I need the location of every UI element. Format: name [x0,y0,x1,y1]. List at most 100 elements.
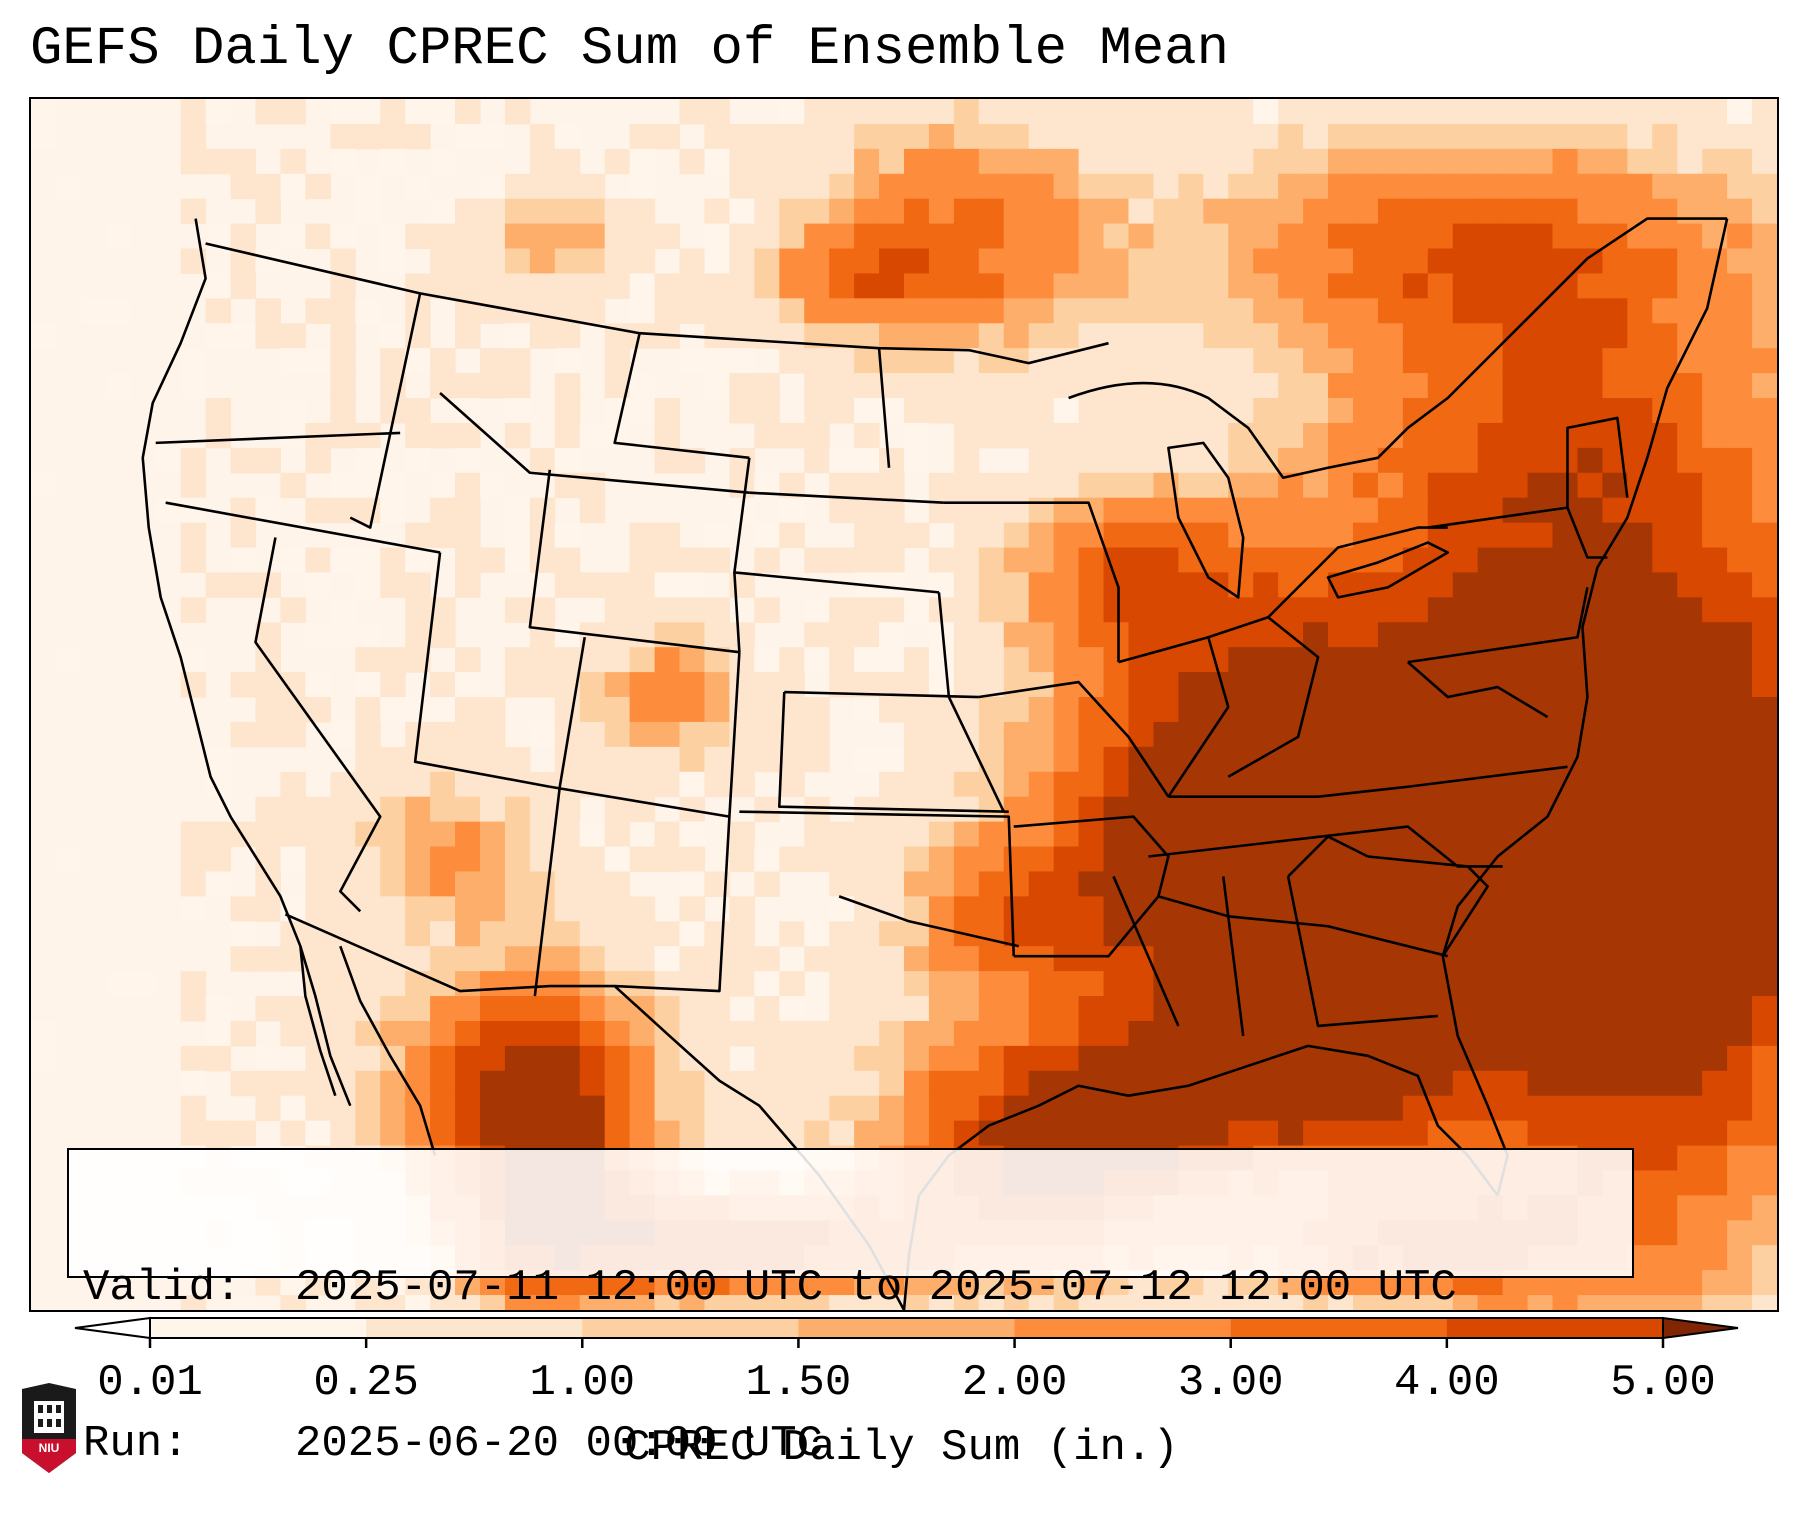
precip-cell [629,1045,656,1072]
precip-cell [554,1095,581,1122]
precip-cell [1552,921,1579,947]
precip-cell [1203,99,1229,125]
precip-cell [1028,1020,1055,1047]
precip-cell [180,821,207,848]
precip-cell [504,198,531,225]
precip-cell [1627,373,1653,399]
precip-cell [1128,323,1155,349]
precip-cell [978,821,1005,848]
precip-cell [479,223,506,250]
precip-cell [1752,148,1777,175]
precip-cell [1328,921,1354,947]
precip-cell [928,721,955,748]
precip-cell [280,173,306,200]
valid-value: 2025-07-11 12:00 UTC to 2025-07-12 12:00… [295,1263,1457,1313]
precip-cell [1727,721,1753,748]
precip-cell [1253,298,1279,324]
precip-cell [1178,721,1204,748]
precip-cell [1477,921,1504,947]
precip-cell [1028,173,1055,200]
precip-cell [879,123,905,150]
precip-cell [1752,1145,1777,1172]
precip-cell [1702,946,1728,972]
precip-cell [1377,721,1404,748]
precip-cell [1502,721,1529,748]
precip-cell [1028,472,1055,499]
precip-cell [904,422,930,449]
precip-cell [1053,896,1080,922]
precip-cell [704,223,730,250]
precip-cell [180,522,207,549]
precip-cell [1228,846,1254,873]
precip-cell [1402,622,1429,648]
precip-cell [1028,996,1055,1022]
precip-cell [455,946,481,972]
state-line [1286,876,1438,1028]
precip-cell [1153,622,1179,648]
precip-cell [1752,647,1777,673]
precip-cell [504,1045,531,1072]
precip-cell [928,572,955,598]
precip-cell [904,173,930,200]
precip-cell [1103,746,1130,773]
precip-cell [1278,846,1304,873]
precip-cell [978,148,1005,175]
precip-cell [1377,99,1404,125]
precip-cell [430,1120,456,1147]
precip-cell [1727,921,1753,947]
precip-cell [1427,298,1454,324]
precip-cell [529,871,556,897]
precip-cell [1727,547,1753,574]
precip-cell [1452,248,1479,275]
precip-cell [654,1070,681,1097]
precip-cell [904,99,930,125]
precip-cell [430,672,456,698]
precip-cell [804,746,830,773]
precip-cell [754,697,780,723]
precip-cell [355,746,381,773]
precip-cell [879,472,905,499]
precip-cell [729,1070,755,1097]
precip-cell [729,821,755,848]
precip-cell [405,871,431,897]
precip-cell [180,198,207,225]
precip-cell [729,447,755,474]
precip-cell [1103,896,1130,922]
precip-cell [1178,647,1204,673]
precip-cell [1078,921,1105,947]
precip-cell [554,846,581,873]
precip-cell [330,622,356,648]
state-line [1287,835,1369,878]
precip-cell [604,1045,631,1072]
precip-cell [928,248,955,275]
precip-cell [1328,99,1354,125]
precip-cell [1627,721,1653,748]
precip-cell [1402,148,1429,175]
precip-cell [455,796,481,823]
precip-cell [1752,248,1777,275]
precip-cell [205,298,232,324]
precip-cell [779,173,805,200]
precip-cell [554,1120,581,1147]
precip-cell [904,298,930,324]
map-title: GEFS Daily CPREC Sum of Ensemble Mean [30,19,1229,80]
precip-cell [1128,99,1155,125]
precip-cell [978,697,1005,723]
precip-cell [280,821,306,848]
precip-cell [604,572,631,598]
precip-cell [654,1120,681,1147]
precip-cell [504,1120,531,1147]
precip-cell [1577,672,1603,698]
precip-cell [1328,1295,1354,1310]
precip-cell [1752,348,1777,374]
precip-cell [1727,1120,1753,1147]
precip-cell [804,946,830,972]
precip-cell [1128,622,1155,648]
baja-coastline [299,945,437,1156]
precip-cell [1702,123,1728,150]
precip-cell [654,398,681,424]
precip-cell [180,996,207,1022]
precip-cell [779,996,805,1022]
precip-cell [1702,971,1728,997]
precip-cell [1727,597,1753,623]
